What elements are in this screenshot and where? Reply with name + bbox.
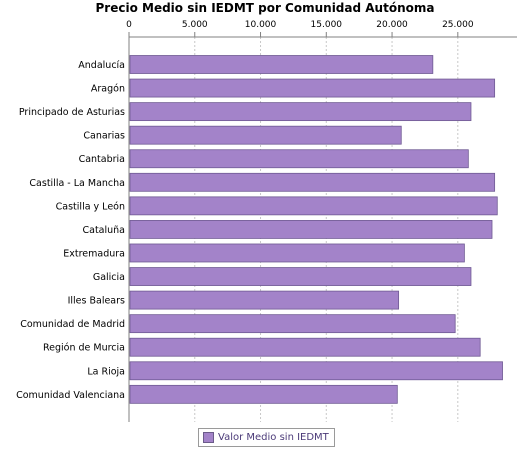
category-label: Castilla - La Mancha bbox=[29, 178, 125, 189]
x-tick-label: 20.000 bbox=[376, 20, 408, 30]
bar bbox=[129, 384, 398, 404]
category-labels: Andalucía Aragón Principado de Asturias Can… bbox=[16, 60, 125, 401]
bar bbox=[129, 172, 496, 192]
category-label: Aragón bbox=[91, 84, 125, 95]
category-label: Castilla y León bbox=[56, 201, 125, 212]
category-label: Illes Balears bbox=[68, 296, 125, 307]
category-label: Comunidad de Madrid bbox=[20, 319, 125, 330]
bars bbox=[129, 55, 503, 404]
legend: Valor Medio sin IEDMT bbox=[198, 428, 335, 447]
x-tick-label: 25.000 bbox=[442, 20, 474, 30]
bar bbox=[129, 102, 472, 122]
x-tick-label: 0 bbox=[126, 20, 132, 30]
x-tick-label: 10.000 bbox=[245, 20, 277, 30]
bar bbox=[129, 361, 503, 381]
x-tick-label: 5.000 bbox=[182, 20, 208, 30]
bar bbox=[129, 267, 472, 286]
bar bbox=[129, 220, 493, 239]
chart-title: Precio Medio sin IEDMT por Comunidad Aut… bbox=[96, 1, 435, 15]
category-label: Canarias bbox=[83, 131, 125, 142]
bar bbox=[129, 337, 481, 357]
bar bbox=[129, 55, 434, 74]
category-label: Extremadura bbox=[63, 248, 125, 259]
bar bbox=[129, 125, 402, 145]
category-label: Cantabria bbox=[79, 154, 125, 165]
x-axis-ticks: 0 5.000 10.000 15.000 20.000 25.000 bbox=[126, 20, 474, 37]
category-label: Principado de Asturias bbox=[19, 107, 125, 118]
bar bbox=[129, 149, 469, 169]
x-tick-label: 15.000 bbox=[311, 20, 343, 30]
legend-label: Valor Medio sin IEDMT bbox=[218, 432, 329, 443]
bar bbox=[129, 196, 498, 216]
category-label: Galicia bbox=[93, 272, 125, 283]
category-label: Región de Murcia bbox=[43, 343, 125, 354]
category-label: Cataluña bbox=[82, 225, 125, 236]
category-label: Andalucía bbox=[78, 60, 125, 71]
legend-swatch bbox=[203, 432, 214, 443]
bar bbox=[129, 314, 456, 334]
category-label: Comunidad Valenciana bbox=[16, 390, 125, 401]
bar bbox=[129, 243, 465, 263]
bar bbox=[129, 78, 496, 98]
category-label: La Rioja bbox=[87, 366, 125, 377]
bar bbox=[129, 290, 400, 310]
